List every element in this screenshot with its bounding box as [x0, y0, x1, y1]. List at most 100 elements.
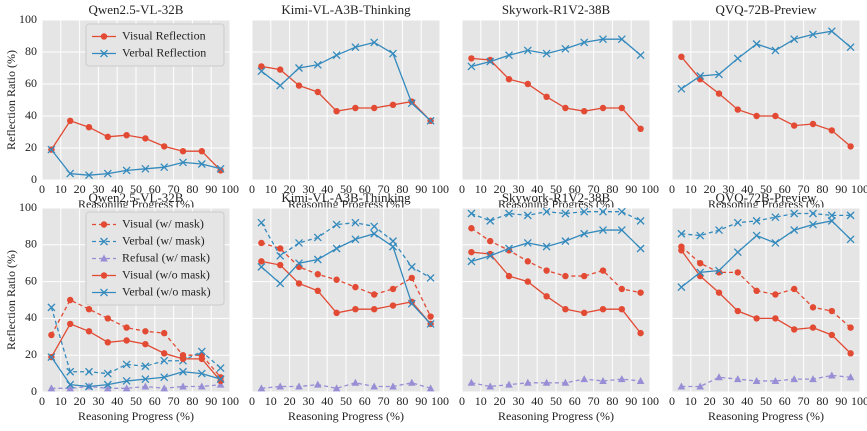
- x-tick-label: 50: [550, 182, 562, 196]
- series-line: [50, 149, 221, 176]
- marker: [295, 280, 303, 287]
- series-line: [471, 57, 642, 130]
- marker: [217, 377, 224, 385]
- marker: [389, 242, 397, 251]
- x-tick-label: 10: [265, 394, 277, 408]
- marker: [216, 164, 225, 173]
- marker: [752, 216, 761, 225]
- marker: [467, 378, 476, 386]
- marker: [85, 328, 93, 335]
- marker: [216, 364, 225, 373]
- marker: [66, 367, 75, 376]
- marker: [332, 384, 341, 392]
- series-line: [50, 307, 222, 375]
- marker: [389, 101, 397, 109]
- marker: [580, 38, 589, 47]
- x-tick-label: 20: [74, 182, 86, 196]
- x-axis-label: Reasoning Progress (%): [288, 197, 404, 211]
- marker: [771, 213, 780, 222]
- marker: [198, 355, 205, 363]
- marker: [314, 287, 321, 294]
- x-tick-label: 60: [779, 394, 791, 408]
- marker: [352, 283, 359, 291]
- marker: [351, 378, 360, 386]
- legend-label: Visual (w/ mask): [122, 216, 204, 230]
- marker: [753, 112, 760, 120]
- marker: [599, 376, 607, 384]
- marker: [637, 125, 644, 132]
- marker: [389, 382, 397, 390]
- series-line: [260, 222, 431, 279]
- x-axis-label: Reasoning Progress (%): [78, 409, 194, 423]
- x-tick-label: 10: [55, 394, 67, 408]
- marker: [636, 376, 645, 384]
- x-tick-label: 90: [835, 182, 847, 196]
- x-tick-label: 40: [531, 182, 543, 196]
- marker: [486, 57, 495, 66]
- x-tick-label: 0: [249, 182, 255, 196]
- marker: [142, 135, 149, 142]
- marker: [295, 64, 303, 72]
- x-tick-label: 20: [494, 394, 506, 408]
- marker: [599, 267, 607, 274]
- marker: [828, 307, 835, 315]
- marker: [562, 104, 569, 112]
- marker: [216, 375, 225, 384]
- marker: [179, 355, 187, 363]
- marker: [333, 276, 340, 283]
- series-line: [50, 120, 222, 171]
- x-tick-label: 0: [39, 394, 45, 408]
- series-line: [680, 220, 852, 288]
- legend-marker: [100, 237, 108, 246]
- x-axis-label: Reasoning Progress (%): [708, 409, 824, 423]
- marker: [67, 296, 74, 304]
- x-tick-label: 70: [798, 394, 810, 408]
- marker: [426, 116, 435, 125]
- marker: [752, 40, 761, 48]
- marker: [179, 382, 187, 390]
- series-line: [681, 374, 851, 388]
- x-tick-label: 80: [816, 182, 828, 196]
- marker: [197, 369, 206, 378]
- marker: [103, 380, 112, 389]
- marker: [142, 340, 149, 348]
- x-tick-label: 40: [321, 182, 333, 196]
- marker: [314, 88, 321, 96]
- legend-label: Verbal (w/ mask): [122, 233, 205, 247]
- y-tick-label: 60: [25, 273, 37, 287]
- marker: [580, 375, 588, 383]
- marker: [67, 117, 74, 125]
- marker: [161, 143, 168, 150]
- marker: [618, 104, 625, 112]
- marker: [599, 226, 607, 235]
- marker: [467, 257, 476, 266]
- marker: [637, 289, 644, 296]
- x-tick-label: 0: [459, 394, 465, 408]
- x-tick-label: 80: [606, 394, 618, 408]
- marker: [715, 373, 723, 381]
- marker: [846, 235, 855, 244]
- series-line: [471, 378, 641, 388]
- x-tick-label: 50: [760, 182, 772, 196]
- x-tick-label: 60: [569, 394, 581, 408]
- panel-title: Skywork-R1V2-38B: [502, 2, 611, 17]
- marker: [505, 76, 513, 83]
- marker: [790, 375, 798, 383]
- marker: [581, 108, 588, 115]
- marker: [543, 93, 550, 101]
- marker: [846, 211, 855, 220]
- marker: [828, 127, 835, 134]
- marker: [847, 143, 854, 150]
- marker: [122, 166, 131, 175]
- marker: [197, 347, 206, 356]
- marker: [160, 356, 169, 365]
- marker: [47, 303, 56, 312]
- x-tick-label: 30: [302, 182, 314, 196]
- x-tick-label: 90: [625, 394, 637, 408]
- marker: [733, 54, 742, 63]
- y-tick-label: 80: [25, 237, 37, 251]
- marker: [523, 46, 532, 55]
- marker: [715, 289, 723, 296]
- marker: [276, 251, 285, 260]
- marker: [562, 306, 569, 313]
